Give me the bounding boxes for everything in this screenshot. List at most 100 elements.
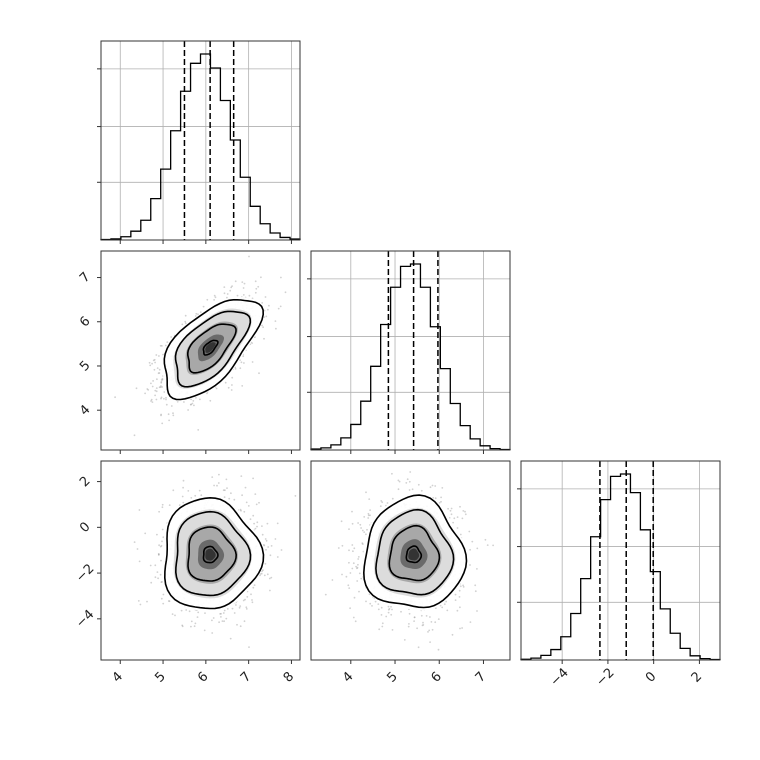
- scatter-point: [180, 609, 183, 612]
- scatter-point: [446, 609, 449, 612]
- scatter-point: [400, 610, 402, 613]
- scatter-point: [155, 398, 158, 401]
- scatter-point: [254, 527, 257, 530]
- scatter-point: [348, 549, 350, 552]
- histogram-step-line: [100, 53, 301, 241]
- scatter-point: [430, 621, 433, 623]
- density-fill-4: [408, 548, 420, 561]
- panel-content: [311, 461, 510, 660]
- scatter-point: [152, 359, 155, 362]
- scatter-point: [378, 628, 381, 631]
- scatter-point: [220, 616, 222, 618]
- x-tick-label: −2: [593, 665, 617, 689]
- scatter-point: [197, 313, 199, 316]
- scatter-point: [441, 606, 444, 609]
- scatter-point: [452, 521, 454, 524]
- x-tick-label: 6: [195, 669, 211, 685]
- scatter-point: [262, 326, 264, 329]
- scatter-point: [165, 396, 167, 399]
- scatter-point: [377, 603, 380, 605]
- scatter-point: [231, 376, 234, 379]
- scatter-panel-2-0: [100, 460, 301, 661]
- scatter-point: [150, 382, 152, 385]
- scatter-point: [358, 590, 360, 593]
- scatter-point: [222, 489, 225, 492]
- scatter-point: [114, 396, 116, 399]
- scatter-point: [144, 392, 147, 395]
- scatter-point: [421, 624, 424, 627]
- scatter-point: [276, 556, 279, 558]
- scatter-point: [381, 625, 384, 628]
- scatter-point: [155, 390, 158, 393]
- scatter-point: [357, 558, 360, 560]
- histogram-panel-1: [307, 250, 511, 451]
- scatter-point: [250, 593, 252, 596]
- scatter-point: [361, 543, 364, 545]
- scatter-point: [387, 605, 390, 608]
- histogram-step-line: [310, 263, 511, 451]
- scatter-point: [458, 596, 461, 598]
- panel-frame: [310, 250, 511, 451]
- scatter-point: [251, 342, 254, 344]
- scatter-point: [431, 484, 434, 487]
- scatter-point: [154, 564, 157, 567]
- scatter-point: [380, 606, 383, 609]
- scatter-point: [234, 368, 237, 370]
- scatter-point: [158, 368, 161, 371]
- scatter-point: [191, 402, 194, 405]
- scatter-point: [267, 546, 270, 548]
- scatter-point: [228, 497, 231, 500]
- scatter-point: [243, 620, 246, 623]
- scatter-point: [150, 581, 153, 584]
- scatter-point: [255, 287, 258, 290]
- scatter-point: [163, 397, 165, 400]
- scatter-point: [157, 577, 160, 580]
- scatter-point: [160, 397, 162, 400]
- scatter-point: [434, 621, 437, 624]
- scatter-point: [160, 380, 163, 383]
- scatter-point: [468, 530, 471, 533]
- scatter-point: [160, 414, 162, 417]
- scatter-point: [279, 305, 282, 308]
- scatter-point: [361, 542, 364, 544]
- scatter-point: [262, 569, 264, 572]
- scatter-point: [168, 419, 171, 422]
- scatter-point: [163, 391, 166, 393]
- scatter-point: [160, 381, 163, 384]
- scatter-point: [427, 631, 429, 633]
- scatter-point: [459, 585, 462, 588]
- scatter-point: [265, 315, 268, 318]
- scatter-point: [459, 533, 462, 536]
- scatter-point: [244, 486, 247, 489]
- scatter-point: [268, 577, 271, 580]
- scatter-point: [337, 547, 340, 549]
- scatter-point: [357, 556, 360, 558]
- scatter-point: [162, 593, 165, 596]
- y-tick-label: 5: [77, 358, 93, 374]
- scatter-point: [254, 291, 257, 294]
- scatter-point: [138, 509, 141, 511]
- scatter-point: [264, 562, 267, 565]
- scatter-point: [348, 587, 351, 589]
- scatter-point: [355, 565, 357, 568]
- scatter-point: [356, 580, 359, 582]
- scatter-point: [240, 475, 243, 477]
- scatter-point: [160, 581, 163, 583]
- scatter-point: [416, 627, 418, 630]
- scatter-point: [348, 561, 350, 564]
- scatter-point: [135, 387, 138, 390]
- scatter-point: [181, 624, 184, 627]
- scatter-point: [451, 633, 454, 636]
- scatter-point: [361, 529, 364, 532]
- scatter-point: [397, 479, 400, 482]
- scatter-point: [417, 646, 420, 649]
- scatter-point: [388, 607, 391, 610]
- scatter-point: [270, 545, 273, 547]
- contour-line-2: [388, 524, 441, 582]
- scatter-point: [357, 563, 359, 566]
- contour-line-1: [174, 310, 252, 388]
- scatter-point: [359, 523, 362, 526]
- scatter-point: [261, 324, 263, 327]
- scatter-point: [417, 483, 420, 486]
- scatter-point: [225, 617, 228, 620]
